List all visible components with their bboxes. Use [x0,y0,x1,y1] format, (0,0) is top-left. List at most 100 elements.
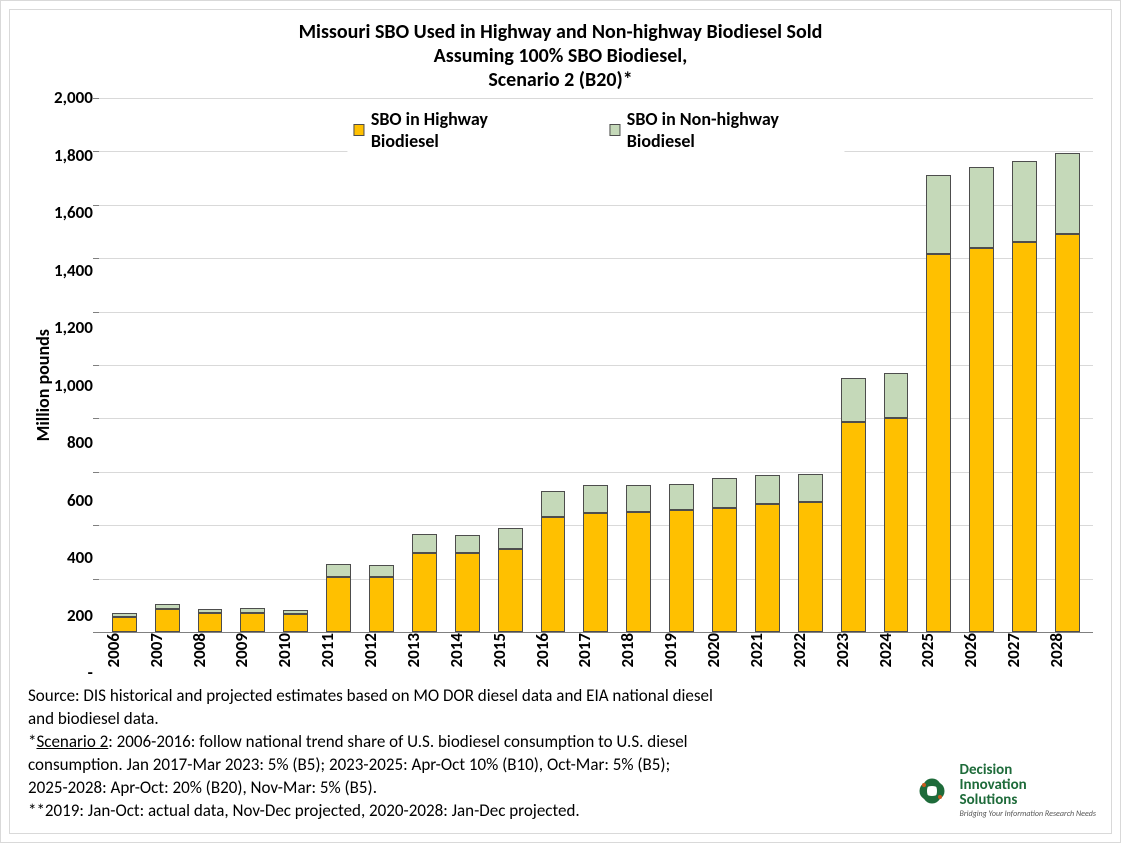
bar-2014 [455,98,480,632]
legend: SBO in Highway Biodiesel SBO in Non-highw… [347,106,844,154]
bar-slot [403,98,446,632]
bar-2022 [798,98,823,632]
bar-2011 [326,98,351,632]
x-tick-label: 2021 [746,633,789,673]
bar-segment-nonhighway [626,485,651,512]
bar-segment-nonhighway [541,491,566,517]
bar-slot [231,98,274,632]
x-tick-label: 2016 [532,633,575,673]
bar-segment-highway [412,553,437,632]
footnote-scenario-2: consumption. Jan 2017-Mar 2023: 5% (B5);… [28,754,933,777]
x-tick-label: 2023 [832,633,875,673]
knot-icon [910,769,954,813]
x-tick-label: 2018 [617,633,660,673]
bar-slot [317,98,360,632]
legend-item-highway: SBO in Highway Biodiesel [353,108,549,152]
bar-2024 [884,98,909,632]
x-tick-label: 2009 [231,633,274,673]
bar-segment-highway [626,512,651,632]
footnote-scenario-1: *Scenario 2: 2006-2016: follow national … [28,731,933,754]
bar-segment-highway [155,609,180,632]
bar-segment-nonhighway [1012,161,1037,242]
x-tick-label: 2011 [317,633,360,673]
bar-slot [574,98,617,632]
bar-segment-highway [541,517,566,632]
bar-slot [660,98,703,632]
x-tick-label: 2014 [446,633,489,673]
bar-segment-highway [1012,242,1037,632]
x-tick-label: 2022 [789,633,832,673]
bar-2013 [412,98,437,632]
x-tick-label: 2010 [274,633,317,673]
bar-slot [960,98,1003,632]
footnote-projection: **2019: Jan-Oct: actual data, Nov-Dec pr… [28,800,933,823]
bar-2009 [240,98,265,632]
bar-slot [360,98,403,632]
bar-segment-nonhighway [712,478,737,507]
chart-inner-frame: Missouri SBO Used in Highway and Non-hig… [9,9,1112,834]
logo-tagline: Bridging Your Information Research Needs [960,810,1096,818]
bar-slot [532,98,575,632]
bar-slot [1003,98,1046,632]
bar-segment-nonhighway [498,528,523,549]
bar-2016 [541,98,566,632]
bar-2015 [498,98,523,632]
bar-slot [103,98,146,632]
chart-title: Missouri SBO Used in Highway and Non-hig… [28,20,1093,92]
bar-2007 [155,98,180,632]
x-tick-label: 2025 [917,633,960,673]
bar-segment-nonhighway [369,565,394,577]
bar-2010 [283,98,308,632]
bar-segment-nonhighway [755,475,780,504]
x-tick-label: 2008 [189,633,232,673]
bar-2021 [755,98,780,632]
legend-swatch [609,124,620,136]
bar-2012 [369,98,394,632]
x-tick-label: 2012 [360,633,403,673]
bar-2020 [712,98,737,632]
bar-segment-highway [283,614,308,632]
bar-segment-nonhighway [669,484,694,511]
x-tick-label: 2020 [703,633,746,673]
bar-slot [875,98,918,632]
bar-segment-highway [583,513,608,632]
plot-area: SBO in Highway Biodiesel SBO in Non-highw… [99,98,1093,633]
x-axis-labels: 2006200720082009201020112012201320142015… [99,633,1093,673]
bar-segment-highway [669,510,694,631]
x-tick-label: 2017 [574,633,617,673]
x-tick-label: 2028 [1046,633,1089,673]
x-tick-label: 2015 [489,633,532,673]
bar-slot [789,98,832,632]
bar-segment-highway [969,248,994,632]
bar-segment-nonhighway [926,175,951,254]
bar-slot [1046,98,1089,632]
legend-label: SBO in Non-highway Biodiesel [627,108,839,152]
bar-segment-highway [884,418,909,632]
bar-segment-nonhighway [969,167,994,247]
bar-segment-highway [240,613,265,632]
footnote-source: Source: DIS historical and projected est… [28,685,933,708]
bar-slot [917,98,960,632]
bar-segment-highway [198,613,223,632]
bar-segment-highway [1055,234,1080,632]
bar-slot [703,98,746,632]
footnote-scenario-3: 2025-2028: Apr-Oct: 20% (B20), Nov-Mar: … [28,777,933,800]
legend-item-nonhighway: SBO in Non-highway Biodiesel [609,108,838,152]
bar-segment-highway [755,504,780,632]
bar-2006 [112,98,137,632]
bar-2025 [926,98,951,632]
company-logo: Decision Innovation Solutions Bridging Y… [910,763,1096,818]
x-tick-label: 2019 [660,633,703,673]
bar-segment-highway [841,422,866,632]
bar-segment-nonhighway [884,373,909,418]
bar-slot [617,98,660,632]
bar-slot [489,98,532,632]
bar-segment-nonhighway [841,378,866,423]
bar-slot [146,98,189,632]
legend-label: SBO in Highway Biodiesel [371,108,550,152]
bar-segment-highway [498,549,523,632]
bar-slot [189,98,232,632]
logo-line3: Solutions [960,793,1096,808]
bar-2017 [583,98,608,632]
x-tick-label: 2026 [960,633,1003,673]
